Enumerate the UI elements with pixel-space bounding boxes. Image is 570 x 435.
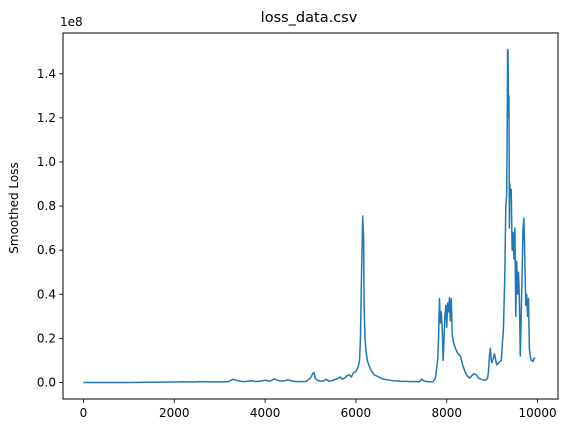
y-tick-label: 0.6 xyxy=(37,243,56,257)
x-tick-label: 10000 xyxy=(518,406,556,420)
y-tick-label: 1.4 xyxy=(37,67,56,81)
y-tick-label: 1.0 xyxy=(37,155,56,169)
y-tick-label: 0.8 xyxy=(37,199,56,213)
x-tick-label: 4000 xyxy=(250,406,281,420)
plot-area xyxy=(83,48,536,384)
y-tick-label: 1.2 xyxy=(37,111,56,125)
y-axis-label: Smoothed Loss xyxy=(7,162,21,253)
x-axis: 0 2000 4000 6000 8000 10000 xyxy=(80,399,557,420)
y-tick-label: 0.2 xyxy=(37,331,56,345)
plot-frame xyxy=(62,32,559,400)
x-tick-label: 2000 xyxy=(159,406,190,420)
chart-title: loss_data.csv xyxy=(261,10,358,26)
x-tick-label: 8000 xyxy=(431,406,462,420)
series-line-0 xyxy=(83,48,536,384)
y-tick-label: 0.0 xyxy=(37,375,56,389)
x-tick-label: 0 xyxy=(80,406,88,420)
y-tick-label: 0.4 xyxy=(37,287,56,301)
series-group xyxy=(83,48,536,384)
x-tick-label: 6000 xyxy=(341,406,372,420)
y-axis-offset-text: 1e8 xyxy=(60,15,83,29)
y-axis: 0.0 0.2 0.4 0.6 0.8 1.0 1.2 1.4 xyxy=(37,67,63,389)
